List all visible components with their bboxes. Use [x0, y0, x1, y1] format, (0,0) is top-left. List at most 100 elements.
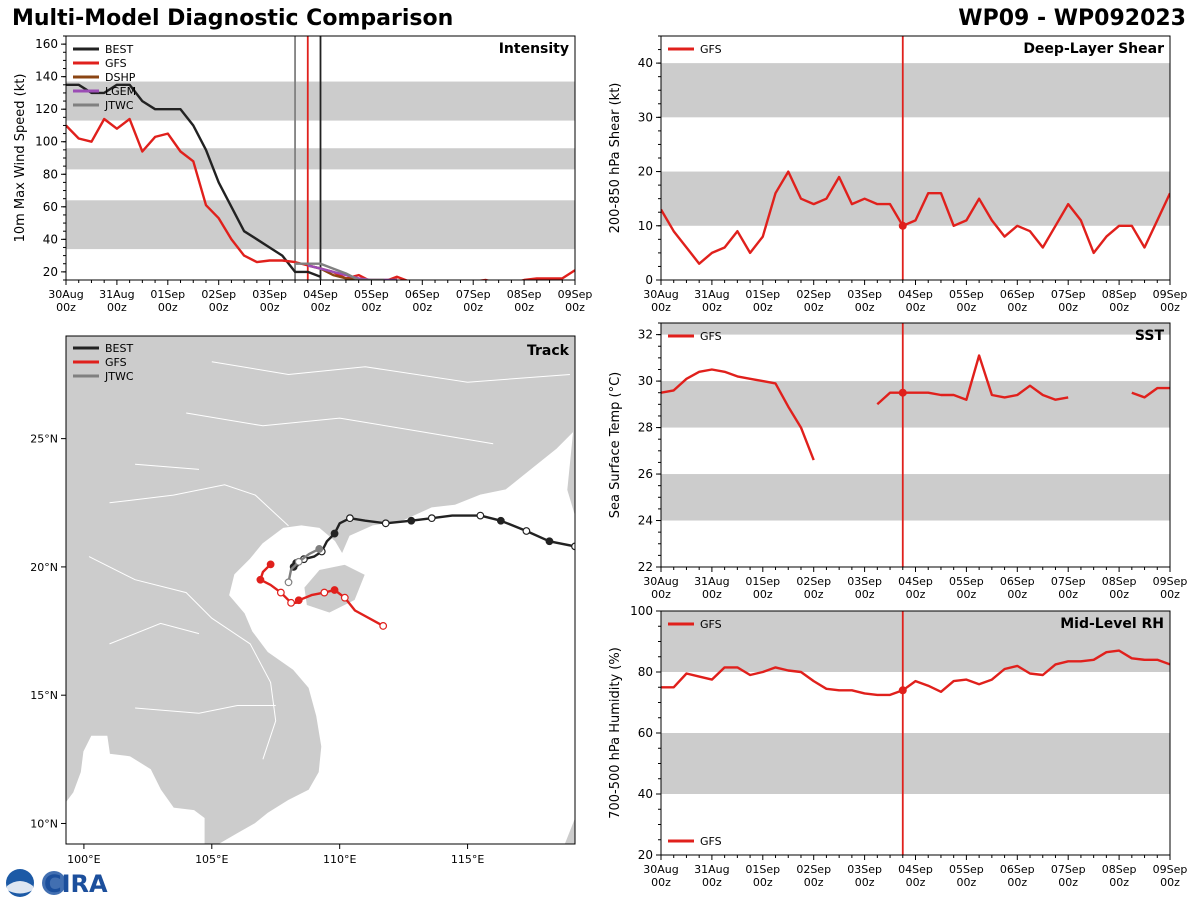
intensity-ytick-label: 20 — [43, 265, 58, 279]
track-point-gfs — [330, 586, 339, 594]
sst-xtick-label: 01Sep — [745, 575, 780, 588]
sst-ytick-label: 30 — [638, 374, 653, 388]
intensity-ytick-label: 160 — [35, 37, 58, 51]
intensity-xtick-label: 08Sep — [507, 288, 542, 301]
rh-xtick-label: 00z — [855, 876, 875, 889]
track-panel: 100°E 105°E 110°E 115°E 10°N 15°N 20°N 25°N Trac… — [30, 335, 576, 866]
rh-legend-label-bottom: GFS — [700, 835, 722, 848]
rh-xtick-label: 31Aug — [694, 863, 729, 876]
rh-ytick-label: 100 — [630, 604, 653, 618]
sst-init-point — [898, 388, 907, 397]
shear-xtick-label: 00z — [753, 301, 773, 314]
track-point-jtwc — [294, 557, 303, 566]
landmass-east-edge — [567, 413, 575, 516]
cira-logo: CIRA — [4, 866, 114, 898]
sst-xtick-label: 08Sep — [1102, 575, 1137, 588]
track-xtick-label: 110°E — [323, 853, 356, 866]
sst-xtick-label: 00z — [702, 588, 722, 601]
intensity-xtick-label: 00z — [158, 301, 178, 314]
track-point-best — [407, 516, 416, 525]
shear-xtick-label: 00z — [906, 301, 926, 314]
track-point-best — [346, 514, 354, 523]
track-point-gfs — [256, 575, 265, 584]
track-xtick-label: 105°E — [195, 853, 228, 866]
sst-ytick-label: 28 — [638, 421, 653, 435]
rh-ytick-label: 40 — [638, 787, 653, 801]
rh-xtick-label: 05Sep — [949, 863, 984, 876]
intensity-legend-label-best: BEST — [105, 43, 133, 56]
shear-xtick-label: 31Aug — [694, 288, 729, 301]
rh-xtick-label: 06Sep — [1000, 863, 1035, 876]
track-ytick-label: 15°N — [30, 689, 58, 702]
track-xtick-label: 115°E — [451, 853, 484, 866]
intensity-xtick-label: 31Aug — [99, 288, 134, 301]
shear-init-point — [898, 221, 907, 230]
sst-band — [661, 381, 1170, 428]
intensity-xtick-label: 03Sep — [252, 288, 287, 301]
track-ytick-label: 20°N — [30, 561, 58, 574]
sst-xtick-label: 30Aug — [643, 575, 678, 588]
shear-xtick-label: 00z — [957, 301, 977, 314]
palawan-landmass — [564, 818, 575, 844]
sst-plot-area — [661, 323, 1170, 567]
rh-panel: 2040608010030Aug00z31Aug00z01Sep00z02Sep… — [608, 604, 1187, 889]
track-point-best — [330, 529, 339, 538]
track-xtick-label: 100°E — [67, 853, 100, 866]
intensity-xtick-label: 30Aug — [48, 288, 83, 301]
shear-xtick-label: 09Sep — [1153, 288, 1188, 301]
shear-xtick-label: 30Aug — [643, 288, 678, 301]
intensity-xtick-label: 00z — [209, 301, 229, 314]
sst-ylabel: Sea Surface Temp (°C) — [608, 372, 623, 519]
sst-frame — [660, 322, 1171, 568]
track-point-gfs — [287, 598, 295, 607]
shear-ytick-label: 20 — [638, 165, 653, 179]
sst-band — [661, 474, 1170, 521]
sst-xtick-label: 00z — [753, 588, 773, 601]
admin-border — [211, 361, 570, 383]
intensity-xtick-label: 00z — [260, 301, 280, 314]
shear-legend-label-gfs: GFS — [700, 43, 722, 56]
rh-xtick-label: 00z — [651, 876, 671, 889]
sst-xtick-label: 00z — [957, 588, 977, 601]
rh-xtick-label: 00z — [702, 876, 722, 889]
rh-xtick-label: 00z — [957, 876, 977, 889]
sst-xtick-label: 00z — [1109, 588, 1129, 601]
track-point-gfs — [320, 588, 329, 597]
admin-border — [109, 484, 289, 527]
intensity-xtick-label: 09Sep — [558, 288, 593, 301]
sst-ytick-label: 26 — [638, 467, 653, 481]
mainland-landmass — [66, 336, 575, 844]
rh-xtick-label: 01Sep — [745, 863, 780, 876]
shear-xtick-label: 05Sep — [949, 288, 984, 301]
rh-xtick-label: 00z — [804, 876, 824, 889]
intensity-xtick-label: 00z — [56, 301, 76, 314]
sst-panel: 22242628303230Aug00z31Aug00z01Sep00z02Se… — [608, 322, 1187, 601]
intensity-panel: 2040608010012014016030Aug00z31Aug00z01Se… — [13, 35, 593, 314]
shear-xtick-label: 00z — [651, 301, 671, 314]
track-ytick-label: 25°N — [30, 433, 58, 446]
sst-xtick-label: 04Sep — [898, 575, 933, 588]
track-legend-label-gfs: GFS — [105, 356, 127, 369]
sst-xtick-label: 07Sep — [1051, 575, 1086, 588]
rh-band — [661, 733, 1170, 794]
sst-xtick-label: 00z — [1007, 588, 1027, 601]
rh-xtick-label: 00z — [753, 876, 773, 889]
intensity-xtick-label: 07Sep — [456, 288, 491, 301]
track-legend-label-jtwc: JTWC — [104, 370, 134, 383]
intensity-xtick-label: 00z — [412, 301, 432, 314]
intensity-xtick-label: 01Sep — [150, 288, 185, 301]
sst-ytick-label: 32 — [638, 328, 653, 342]
intensity-ytick-label: 40 — [43, 232, 58, 246]
shear-xtick-label: 00z — [804, 301, 824, 314]
sst-xtick-label: 03Sep — [847, 575, 882, 588]
intensity-legend-label-lgem: LGEM — [105, 85, 136, 98]
intensity-xtick-label: 00z — [362, 301, 382, 314]
intensity-legend-label-dshp: DSHP — [105, 71, 136, 84]
sst-band — [661, 323, 1170, 335]
admin-border — [109, 622, 200, 645]
shear-xtick-label: 02Sep — [796, 288, 831, 301]
sst-ytick-label: 24 — [638, 514, 653, 528]
rh-xtick-label: 00z — [1058, 876, 1078, 889]
sst-ytick-label: 22 — [638, 560, 653, 574]
sst-xtick-label: 00z — [1160, 588, 1180, 601]
